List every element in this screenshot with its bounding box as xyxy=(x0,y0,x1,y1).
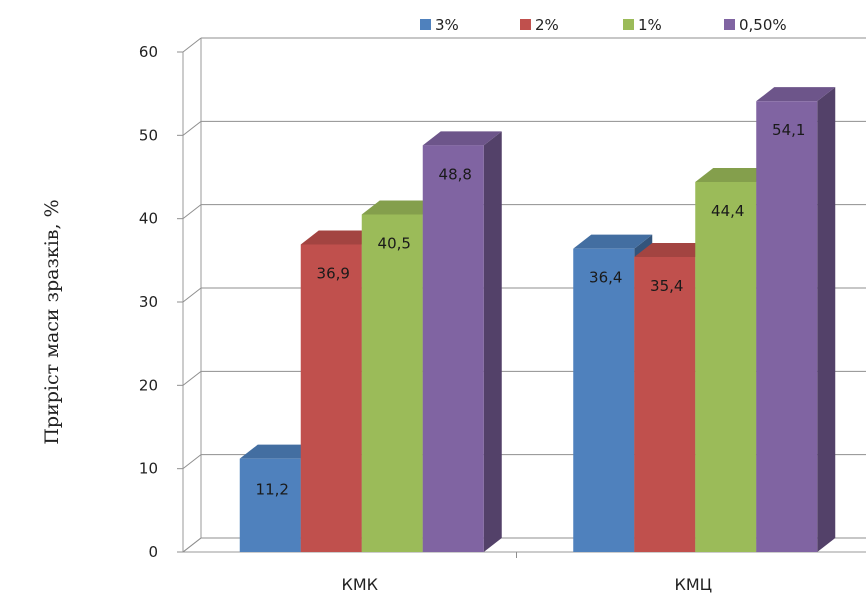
bar-front xyxy=(634,257,696,552)
legend-swatch xyxy=(623,19,634,30)
bar-side xyxy=(483,131,502,553)
legend-label: 2% xyxy=(535,16,559,34)
bar-top xyxy=(361,200,441,215)
bar-front xyxy=(361,214,423,552)
x-category-label: КМЦ xyxy=(674,575,712,594)
data-label: 54,1 xyxy=(772,121,805,139)
bar-top xyxy=(756,87,836,102)
legend-swatch xyxy=(420,19,431,30)
y-tick-label: 30 xyxy=(139,293,158,311)
bar-front xyxy=(573,248,635,552)
bars xyxy=(239,87,836,553)
legend-label: 3% xyxy=(435,16,459,34)
gridline-diag xyxy=(182,370,202,386)
y-tick-label: 20 xyxy=(139,376,158,394)
legend-label: 1% xyxy=(638,16,662,34)
gridline-diag xyxy=(182,537,202,553)
bar-top xyxy=(695,168,775,182)
bar-top xyxy=(300,230,380,245)
bar xyxy=(756,87,836,553)
bar-top xyxy=(573,234,653,249)
legend-swatch xyxy=(724,19,735,30)
data-label: 40,5 xyxy=(378,235,411,253)
bar-top xyxy=(422,131,502,146)
data-labels: 11,2 36,9 40,5 48,8 36,4 35,4 44,4 54,1 xyxy=(256,121,806,499)
legend: 3% 2% 1% 0,50% xyxy=(420,16,787,34)
bar-front xyxy=(300,244,362,552)
gridline-diag xyxy=(182,204,202,220)
y-tick-label: 0 xyxy=(148,543,158,561)
bar-front xyxy=(756,101,818,553)
data-label: 36,4 xyxy=(589,269,622,287)
legend-swatch xyxy=(520,19,531,30)
bar-front xyxy=(239,458,301,552)
data-label: 48,8 xyxy=(439,165,472,183)
bar-front xyxy=(422,145,484,553)
legend-item: 3% xyxy=(420,16,459,34)
gridline-diag xyxy=(182,287,202,303)
bar-side xyxy=(817,87,836,553)
bar-top xyxy=(239,444,319,459)
y-tick-label: 50 xyxy=(139,126,158,144)
y-tick-label: 10 xyxy=(139,460,158,478)
data-label: 35,4 xyxy=(650,277,683,295)
gridline-diag xyxy=(182,120,202,136)
gridline-diag xyxy=(182,37,202,53)
data-label: 11,2 xyxy=(256,481,289,499)
y-tick-label: 60 xyxy=(139,43,158,61)
y-tick-label: 40 xyxy=(139,210,158,228)
bar-top xyxy=(634,243,714,257)
x-category-label: КМК xyxy=(341,575,378,594)
y-axis-title: Приріст маси зразків, % xyxy=(41,199,63,444)
data-label: 44,4 xyxy=(711,202,744,220)
bar xyxy=(422,131,502,553)
data-label: 36,9 xyxy=(317,265,350,283)
x-axis-categories: КМК КМЦ xyxy=(341,552,712,594)
y-axis-ticks: 0 10 20 30 40 50 60 xyxy=(139,43,158,561)
gridline-diag xyxy=(182,454,202,470)
legend-item: 2% xyxy=(520,16,559,34)
legend-item: 0,50% xyxy=(724,16,787,34)
bar-front xyxy=(695,182,757,552)
legend-item: 1% xyxy=(623,16,662,34)
legend-label: 0,50% xyxy=(739,16,787,34)
